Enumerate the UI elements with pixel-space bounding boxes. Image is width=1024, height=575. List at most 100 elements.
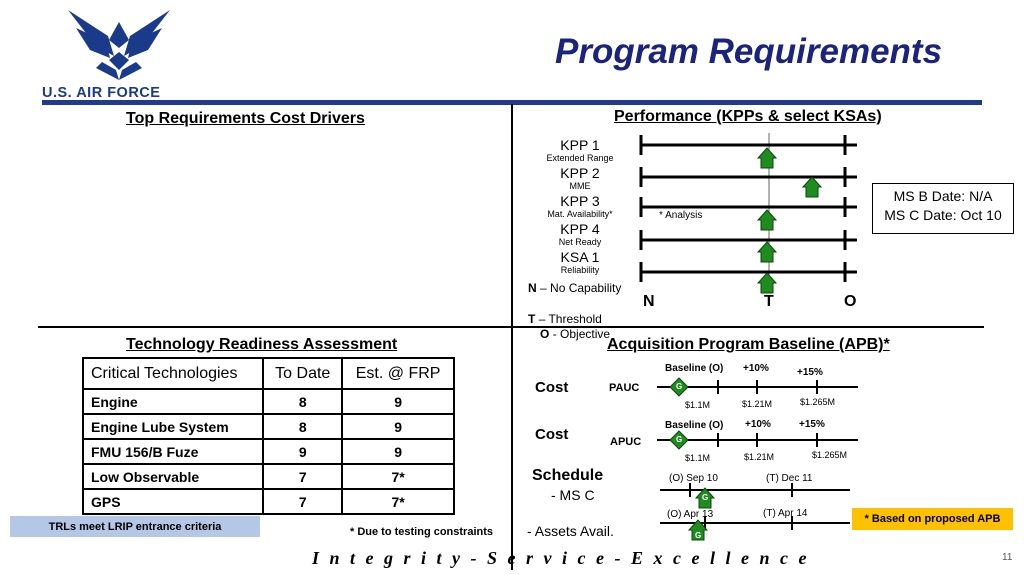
tech-to-date: 7 — [262, 488, 344, 515]
performance-heading: Performance (KPPs & select KSAs) — [614, 108, 882, 125]
tech-frp: 9 — [341, 413, 455, 440]
kpp1-arrow-icon — [756, 147, 778, 169]
pauc-status-text: G — [676, 382, 683, 391]
kpp4-arrow-icon — [756, 241, 778, 263]
axis-label-t: T — [764, 293, 774, 310]
kpp-sub: MME — [569, 181, 591, 191]
legend-t-text: – Threshold — [538, 312, 602, 326]
schedule-label: Schedule — [532, 467, 604, 484]
tech-name: GPS — [81, 488, 265, 515]
apuc-value-1: $1.1M — [685, 453, 711, 463]
apuc-value-2: $1.21M — [744, 452, 775, 462]
tech-to-date: 7 — [262, 463, 344, 490]
kpp-label-1: KPP 1 Extended Range — [530, 137, 630, 164]
kpp-name: KSA 1 — [560, 249, 600, 265]
kpp3-arrow-icon — [756, 209, 778, 231]
page-number: 11 — [1002, 552, 1013, 563]
legend-t-key: T — [528, 312, 536, 326]
table-header-row: Critical Technologies To Date Est. @ FRP — [81, 357, 455, 390]
kpp-label-3: KPP 3 Mat. Availability* — [530, 193, 630, 220]
vertical-divider — [511, 104, 513, 570]
kpp-sub: Reliability — [560, 265, 600, 275]
apb-lines — [657, 380, 858, 530]
kpp-label-2: KPP 2 MME — [530, 165, 630, 192]
schedule-objective-1: (O) Sep 10 — [669, 473, 718, 484]
msc-status-text: G — [702, 493, 709, 502]
table-row: GPS 7 7* — [81, 488, 455, 515]
apuc-status-text: G — [676, 435, 683, 444]
pauc-plus10: +10% — [743, 363, 769, 374]
pauc-status-diamond-icon — [669, 377, 689, 397]
pauc-value-1: $1.1M — [685, 400, 711, 410]
axis-label-o: O — [844, 293, 857, 310]
trl-note: TRLs meet LRIP entrance criteria — [10, 516, 260, 537]
apuc-cost-label: Cost — [535, 426, 569, 443]
schedule-threshold-1: (T) Dec 11 — [766, 473, 813, 484]
schedule-threshold-2: (T) Apr 14 — [763, 508, 808, 519]
ms-c-date: MS C Date: Oct 10 — [884, 207, 1002, 223]
tech-to-date: 8 — [262, 413, 344, 440]
pauc-value-3: $1.265M — [800, 397, 836, 407]
cost-drivers-heading: Top Requirements Cost Drivers — [126, 110, 365, 127]
legend-o-key: O — [540, 327, 550, 341]
legend-n-text: – No Capability — [540, 281, 622, 295]
legend-t: T – Threshold — [528, 312, 602, 326]
col-to-date: To Date — [262, 357, 344, 390]
col-est-frp: Est. @ FRP — [341, 357, 455, 390]
kpp-name: KPP 4 — [560, 221, 600, 237]
kpp-sub: Net Ready — [558, 237, 602, 247]
header-divider — [42, 100, 982, 105]
kpp-label-4: KPP 4 Net Ready — [530, 221, 630, 248]
tech-frp: 9 — [341, 388, 455, 415]
tech-name: Engine — [81, 388, 265, 415]
kpp-name: KPP 3 — [560, 193, 600, 209]
pauc-label: PAUC — [609, 382, 640, 394]
apuc-plus15: +15% — [799, 419, 825, 430]
col-critical-technologies: Critical Technologies — [81, 357, 265, 390]
pauc-cost-label: Cost — [535, 379, 569, 396]
legend-o: O - Objective — [540, 327, 610, 341]
tech-frp: 7* — [341, 488, 455, 515]
kpp-status-arrows — [756, 147, 823, 294]
axis-label-n: N — [643, 293, 655, 310]
legend-n-key: N — [528, 281, 537, 295]
horizontal-divider — [38, 326, 984, 328]
tech-frp: 9 — [341, 438, 455, 465]
apuc-baseline: Baseline (O) — [665, 420, 724, 431]
legend-n: N – No Capability — [528, 281, 621, 295]
apb-note: * Based on proposed APB — [852, 508, 1013, 530]
analysis-note: * Analysis — [659, 210, 703, 221]
brand-name: U.S. AIR FORCE — [42, 85, 161, 101]
milestone-dates-box: MS B Date: N/A MS C Date: Oct 10 — [872, 183, 1014, 234]
kpp2-arrow-icon — [801, 176, 823, 198]
tech-name: Low Observable — [81, 463, 265, 490]
ms-b-date: MS B Date: N/A — [893, 188, 993, 204]
kpp-name: KPP 2 — [560, 165, 600, 181]
pauc-value-2: $1.21M — [742, 399, 773, 409]
tech-name: Engine Lube System — [81, 413, 265, 440]
legend-o-text: - Objective — [552, 327, 611, 341]
assets-status-text: G — [695, 531, 702, 540]
schedule-assets-label: - Assets Avail. — [527, 523, 614, 539]
pauc-baseline: Baseline (O) — [665, 363, 724, 374]
apb-heading: Acquisition Program Baseline (APB)* — [607, 336, 890, 353]
kpp-name: KPP 1 — [560, 137, 600, 153]
table-row: Low Observable 7 7* — [81, 463, 455, 490]
footer-motto: I n t e g r i t y - S e r v i c e - E x … — [312, 548, 810, 568]
tech-to-date: 9 — [262, 438, 344, 465]
ksa1-arrow-icon — [756, 272, 778, 294]
tech-name: FMU 156/B Fuze — [81, 438, 265, 465]
table-row: Engine Lube System 8 9 — [81, 413, 455, 440]
assets-arrow-icon — [687, 519, 709, 541]
usaf-wings-logo-icon — [68, 10, 170, 80]
kpp-label-5: KSA 1 Reliability — [530, 249, 630, 276]
tra-table: Critical Technologies To Date Est. @ FRP… — [81, 357, 455, 515]
tra-heading: Technology Readiness Assessment — [126, 336, 398, 353]
kpp-bars — [639, 135, 857, 282]
schedule-objective-2: (O) Apr 13 — [667, 509, 714, 520]
tech-frp: 7* — [341, 463, 455, 490]
msc-arrow-icon — [694, 487, 716, 509]
schedule-msc-label: - MS C — [551, 487, 595, 503]
apuc-value-3: $1.265M — [812, 450, 848, 460]
